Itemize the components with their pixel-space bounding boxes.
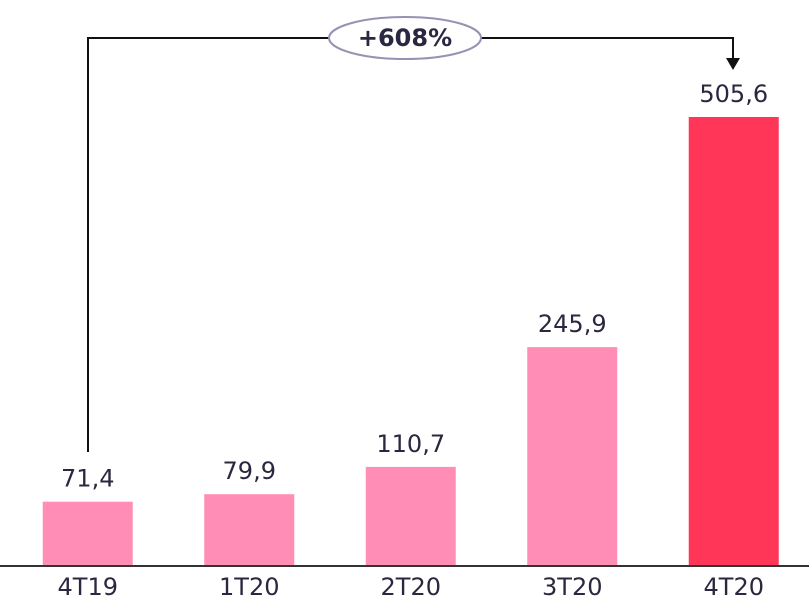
bar	[365, 466, 456, 565]
bar	[527, 347, 618, 565]
x-tick-label: 3T20	[542, 573, 602, 601]
change-connector	[87, 37, 734, 452]
value-label: 110,7	[376, 430, 445, 458]
value-label: 505,6	[699, 80, 768, 108]
x-tick-label: 2T20	[381, 573, 441, 601]
annotation: +608%	[358, 24, 452, 52]
x-tick-label: 1T20	[219, 573, 279, 601]
x-tick-label: 4T20	[704, 573, 764, 601]
bar	[42, 501, 133, 565]
x-tick-label: 4T19	[58, 573, 118, 601]
arrow-head	[726, 58, 740, 70]
bar	[688, 117, 779, 565]
value-label: 79,9	[223, 457, 276, 485]
annotation-bubble	[328, 16, 482, 60]
value-label: 245,9	[538, 310, 607, 338]
value-label: 71,4	[61, 465, 114, 493]
bar	[204, 494, 295, 565]
